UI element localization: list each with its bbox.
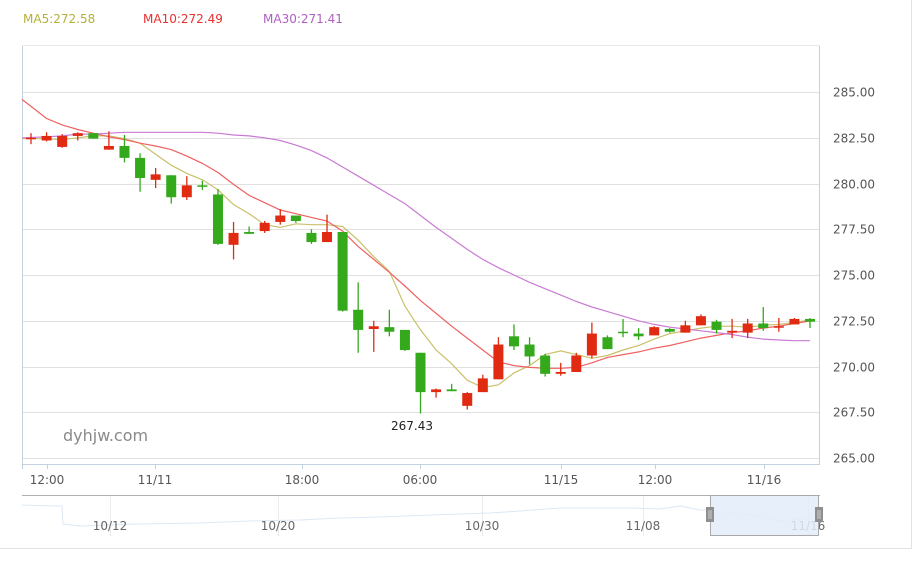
candle[interactable] (103, 131, 114, 150)
navigator-date-label: 11/08 (626, 519, 661, 533)
candle[interactable] (41, 132, 52, 142)
navigator-date-label: 10/20 (261, 519, 296, 533)
x-tick-label: 12:00 (30, 473, 65, 487)
y-axis-labels: 285.00 282.50 280.00 277.50 275.00 272.50 270.… (833, 86, 875, 466)
candle[interactable] (88, 133, 99, 139)
candle[interactable] (212, 188, 223, 245)
candle[interactable] (649, 326, 660, 336)
candle[interactable] (431, 388, 442, 398)
candle[interactable] (119, 135, 130, 163)
navigator-date-label: 10/30 (465, 519, 500, 533)
x-tick-label: 11/11 (138, 473, 173, 487)
candles[interactable] (26, 131, 815, 414)
candle[interactable] (540, 353, 551, 377)
x-tick-label: 12:00 (638, 473, 673, 487)
candle[interactable] (166, 175, 177, 204)
legend-ma5[interactable]: MA5:272.58 (23, 12, 96, 26)
candle[interactable] (789, 318, 800, 325)
candle[interactable] (290, 215, 301, 223)
candle[interactable] (384, 309, 395, 337)
x-tick-label: 06:00 (403, 473, 438, 487)
x-tick-label: 18:00 (285, 473, 320, 487)
y-tick-label: 272.50 (833, 315, 875, 329)
candle[interactable] (446, 383, 457, 392)
navigator-grid (110, 496, 809, 536)
y-tick-label: 285.00 (833, 86, 875, 100)
navigator-selection[interactable] (710, 495, 819, 536)
x-tick-label: 11/15 (544, 473, 579, 487)
candle[interactable] (524, 337, 535, 365)
candle[interactable] (695, 314, 706, 326)
candle[interactable] (586, 322, 597, 359)
candle[interactable] (742, 318, 753, 339)
moving-average-lines (21, 98, 811, 389)
navigator-right-handle[interactable] (815, 507, 823, 522)
ma5-line (22, 135, 811, 389)
candle[interactable] (602, 335, 613, 350)
candle[interactable] (228, 221, 239, 260)
navigator-date-label: 10/12 (93, 519, 128, 533)
ma30-line (21, 131, 810, 342)
candle[interactable] (244, 226, 255, 234)
candle[interactable] (555, 362, 566, 376)
candle[interactable] (181, 176, 192, 200)
y-tick-label: 282.50 (833, 132, 875, 146)
candle[interactable] (135, 153, 146, 192)
candle[interactable] (306, 229, 317, 244)
candle[interactable] (773, 318, 784, 332)
candle[interactable] (618, 318, 629, 338)
candle[interactable] (353, 282, 364, 353)
candle[interactable] (462, 392, 473, 410)
candle[interactable] (150, 167, 161, 189)
candle[interactable] (197, 180, 208, 190)
ma10-line (21, 98, 811, 369)
x-tick-label: 11/16 (747, 473, 782, 487)
candle[interactable] (72, 132, 83, 141)
candle[interactable] (664, 328, 675, 333)
candle[interactable] (571, 352, 582, 372)
y-tick-label: 267.50 (833, 406, 875, 420)
candle[interactable] (259, 221, 270, 233)
legend-ma30[interactable]: MA30:271.41 (263, 12, 343, 26)
y-tick-label: 280.00 (833, 178, 875, 192)
candle[interactable] (477, 374, 488, 393)
candle[interactable] (805, 318, 815, 329)
candle[interactable] (399, 329, 410, 351)
y-tick-label: 275.00 (833, 269, 875, 283)
legend-ma10[interactable]: MA10:272.49 (143, 12, 223, 26)
y-tick-label: 265.00 (833, 452, 875, 466)
y-tick-label: 270.00 (833, 361, 875, 375)
candle[interactable] (337, 231, 348, 312)
candle[interactable] (57, 134, 68, 148)
candle[interactable] (680, 320, 691, 333)
x-axis-labels: 12:00 11/11 18:00 06:00 11/15 12:00 11/16 (22, 464, 782, 487)
candle[interactable] (508, 324, 519, 351)
candle[interactable] (415, 352, 426, 414)
min-price-label: 267.43 (391, 419, 433, 433)
candle[interactable] (368, 320, 379, 352)
y-tick-label: 277.50 (833, 223, 875, 237)
candle[interactable] (493, 337, 504, 380)
candle[interactable] (26, 133, 36, 145)
navigator-sparkline (21, 504, 819, 527)
candle[interactable] (727, 318, 738, 339)
candle[interactable] (711, 319, 722, 334)
navigator-left-handle[interactable] (706, 507, 714, 522)
candle[interactable] (322, 214, 333, 243)
candle[interactable] (758, 307, 769, 331)
candle[interactable] (275, 209, 286, 225)
candle[interactable] (633, 328, 644, 340)
watermark: dyhjw.com (63, 426, 148, 445)
